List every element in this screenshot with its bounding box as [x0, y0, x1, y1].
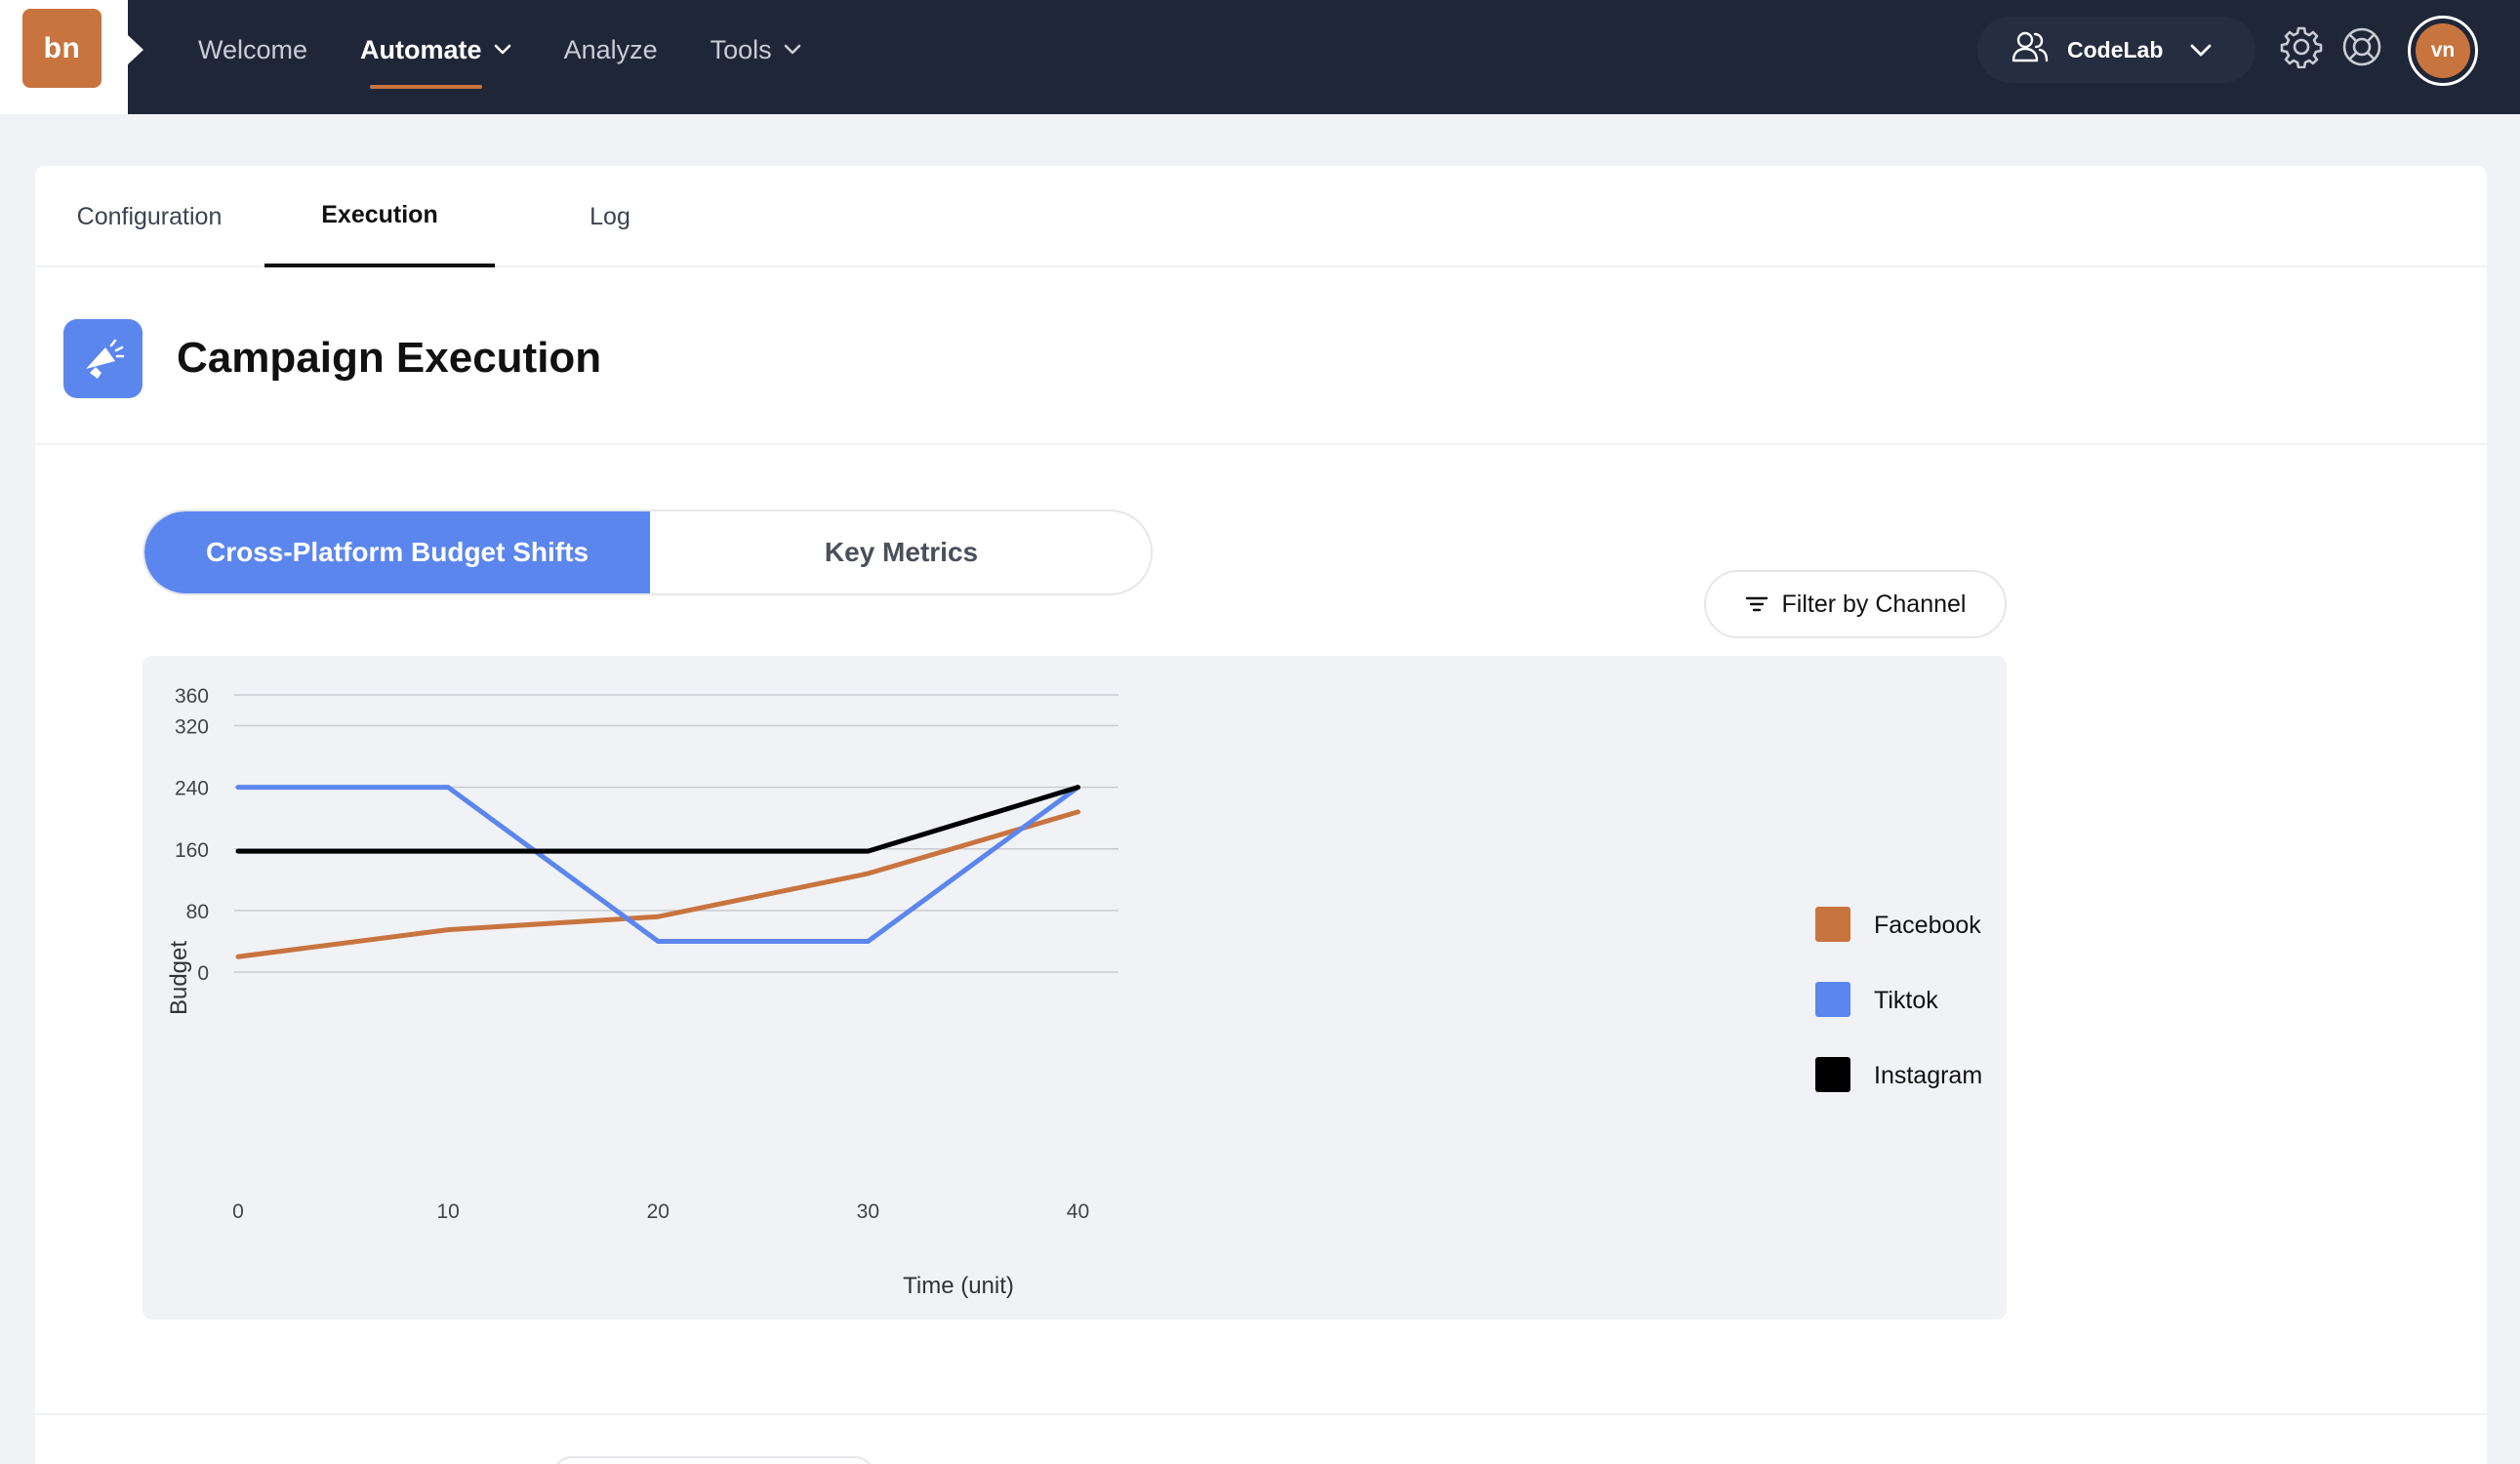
toggle-label: Key Metrics: [824, 537, 979, 567]
legend-label: Tiktok: [1874, 987, 1938, 1014]
x-tick-label: 0: [232, 1200, 244, 1223]
filter-icon: [1745, 596, 1768, 612]
main-nav: Welcome Automate Analyze Tools: [198, 0, 854, 100]
chart-legend: Facebook Tiktok Instagram: [1815, 907, 1982, 1092]
filter-label: Filter by Channel: [1781, 590, 1967, 618]
budget-line-chart: 0 80 160 240 320 360 0 10 20 30 40 Facebook Tiktok…: [166, 685, 1982, 1299]
series-line-facebook: [235, 809, 1080, 959]
tab-label: Log: [589, 202, 630, 230]
x-tick-label: 30: [857, 1200, 879, 1223]
tab-label: Configuration: [76, 202, 223, 230]
workspace-selector[interactable]: CodeLab: [1977, 17, 2256, 83]
brand-logo[interactable]: bn: [22, 9, 102, 88]
logo-container: bn: [0, 0, 143, 114]
legend-label: Instagram: [1874, 1062, 1982, 1089]
lifebuoy-icon[interactable]: [2340, 25, 2383, 68]
y-axis-label: Budget: [166, 941, 192, 1015]
tab-configuration[interactable]: Configuration: [35, 166, 264, 267]
y-tick-label: 160: [175, 839, 209, 862]
page-header: Campaign Execution: [35, 269, 2487, 445]
x-axis-label: Time (unit): [903, 1273, 1014, 1299]
section-divider: [35, 1413, 2487, 1415]
legend-label: Facebook: [1874, 912, 1981, 939]
toggle-label: Cross-Platform Budget Shifts: [205, 537, 589, 567]
megaphone-icon: [63, 319, 142, 398]
y-axis-ticks: 0 80 160 240 320 360: [175, 685, 209, 985]
avatar-initials: vn: [2416, 23, 2470, 78]
nav-item-welcome[interactable]: Welcome: [198, 35, 307, 65]
nav-item-tools[interactable]: Tools: [711, 35, 801, 65]
nav-item-label: Automate: [360, 34, 482, 64]
budget-chart: 0 80 160 240 320 360 0 10 20 30 40 Facebook Tiktok…: [142, 656, 2007, 1320]
tab-label: Execution: [321, 200, 438, 228]
x-axis-ticks: 0 10 20 30 40: [232, 1200, 1089, 1223]
nav-item-label: Tools: [710, 34, 772, 64]
y-tick-label: 0: [197, 962, 209, 985]
grid-layer: [234, 694, 1118, 973]
toggle-key-metrics[interactable]: Key Metrics: [650, 511, 1151, 593]
workspace-name: CodeLab: [2067, 36, 2164, 62]
series-layer: [235, 785, 1080, 959]
x-tick-label: 10: [436, 1200, 459, 1223]
nav-item-label: Welcome: [198, 34, 308, 64]
legend-swatch: [1815, 1057, 1850, 1092]
legend-swatch: [1815, 907, 1850, 942]
series-line-tiktok: [235, 785, 1080, 944]
y-tick-label: 240: [175, 778, 209, 800]
users-icon: [2011, 30, 2050, 69]
top-navigation-bar: bn Welcome Automate Analyze Tools: [0, 0, 2520, 114]
y-tick-label: 320: [175, 716, 209, 739]
chevron-down-icon: [2190, 37, 2212, 63]
tab-bar: Configuration Execution Log: [35, 166, 2487, 267]
nav-item-automate[interactable]: Automate: [360, 34, 511, 89]
x-tick-label: 40: [1067, 1200, 1089, 1223]
gear-icon[interactable]: [2280, 25, 2323, 68]
filter-by-channel-button[interactable]: Filter by Channel: [1704, 570, 2007, 638]
nav-item-label: Analyze: [563, 34, 658, 64]
nav-item-analyze[interactable]: Analyze: [564, 35, 658, 65]
y-tick-label: 80: [186, 901, 209, 923]
tab-log[interactable]: Log: [495, 166, 725, 267]
chevron-down-icon: [494, 44, 511, 56]
chevron-down-icon: [784, 44, 801, 56]
user-avatar[interactable]: vn: [2408, 16, 2478, 86]
view-toggle: Cross-Platform Budget Shifts Key Metrics: [142, 509, 1153, 595]
x-tick-label: 20: [647, 1200, 670, 1223]
partial-control: [552, 1456, 874, 1464]
page-title: Campaign Execution: [177, 334, 602, 382]
tab-execution[interactable]: Execution: [264, 166, 495, 267]
series-line-instagram: [235, 785, 1080, 854]
legend-swatch: [1815, 982, 1850, 1017]
toggle-budget-shifts[interactable]: Cross-Platform Budget Shifts: [144, 511, 650, 593]
main-card: Configuration Execution Log Campaign: [35, 166, 2487, 1464]
y-tick-label: 360: [175, 685, 209, 708]
